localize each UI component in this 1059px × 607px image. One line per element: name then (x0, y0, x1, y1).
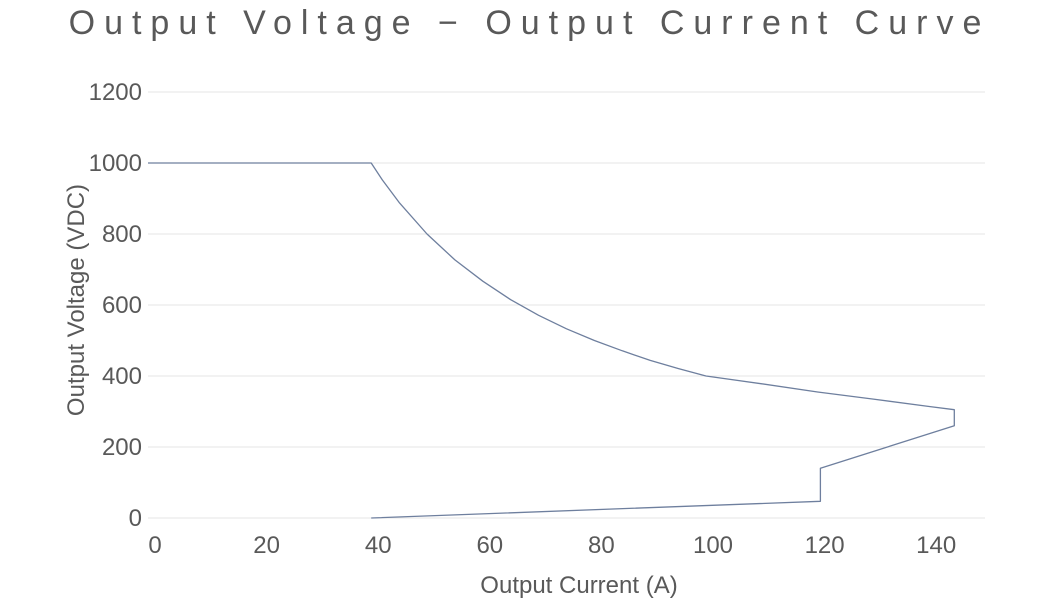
gridlines (148, 91, 985, 519)
series-group (148, 162, 955, 519)
y-tick-label: 400 (102, 363, 142, 390)
y-tick-label: 800 (102, 221, 142, 248)
x-tick-label: 40 (365, 532, 392, 559)
y-tick-label: 1000 (89, 150, 142, 177)
y-tick-label: 600 (102, 292, 142, 319)
chart-title: Output Voltage − Output Current Curve (68, 4, 991, 42)
x-axis-ticks: 0 20 40 60 80 100 120 140 (148, 532, 956, 559)
x-tick-label: 0 (148, 532, 161, 559)
x-tick-label: 80 (588, 532, 615, 559)
y-axis-label: Output Voltage (VDC) (63, 184, 90, 416)
x-tick-label: 20 (253, 532, 280, 559)
y-tick-label: 200 (102, 434, 142, 461)
x-tick-label: 120 (805, 532, 845, 559)
x-tick-label: 60 (476, 532, 503, 559)
y-axis-ticks: 0 200 400 600 800 1000 1200 (89, 79, 142, 532)
series-line-0 (148, 162, 955, 519)
x-tick-label: 100 (693, 532, 733, 559)
y-tick-label: 0 (129, 505, 142, 532)
x-axis-label: Output Current (A) (480, 572, 677, 599)
x-tick-label: 140 (916, 532, 956, 559)
y-tick-label: 1200 (89, 79, 142, 106)
